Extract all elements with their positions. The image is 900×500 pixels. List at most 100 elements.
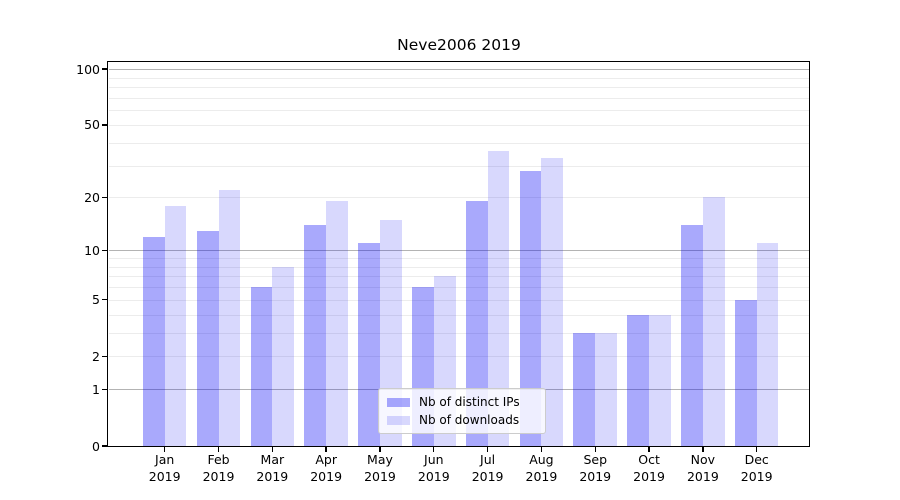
x-tick-year: 2019 — [256, 468, 289, 484]
bar-distinct-ips — [519, 171, 542, 446]
x-axis-tick-label: Jan 2019 — [137, 452, 193, 485]
grid-line-minor — [109, 314, 809, 316]
bar-distinct-ips — [304, 224, 327, 446]
y-axis-tick-label: 1 — [92, 381, 100, 397]
y-axis-tick — [102, 388, 107, 391]
bar-distinct-ips — [573, 332, 596, 446]
bar-distinct-ips — [465, 201, 488, 446]
bar-downloads — [541, 158, 564, 446]
y-axis-tick-label: 2 — [92, 348, 100, 364]
y-axis-tick — [102, 249, 107, 251]
grid-line-minor — [109, 87, 809, 89]
grid-line-minor — [109, 142, 809, 144]
x-axis-tick — [755, 447, 758, 452]
bar-distinct-ips — [627, 314, 650, 446]
grid-line-minor — [109, 332, 809, 334]
y-axis-tick-label: 10 — [84, 242, 100, 258]
legend-swatch-downloads — [387, 415, 410, 425]
x-axis-tick-label: Nov 2019 — [675, 452, 731, 485]
grid-line-minor — [109, 287, 809, 289]
bar-distinct-ips — [196, 230, 219, 446]
grid-line-minor — [109, 266, 809, 268]
x-tick-month: Nov — [690, 452, 716, 467]
y-axis-tick-label: 50 — [84, 117, 100, 133]
x-axis-tick — [540, 447, 543, 452]
bar-downloads — [756, 243, 779, 446]
grid-line-minor — [109, 299, 809, 301]
legend-label-distinct-ips: Nb of distinct IPs — [419, 395, 520, 409]
x-axis-tick — [379, 447, 381, 452]
y-axis-tick — [102, 196, 107, 199]
legend-swatch-distinct-ips — [387, 397, 410, 407]
bar-distinct-ips — [734, 299, 757, 446]
y-axis-tick-label: 20 — [84, 189, 100, 205]
bar-downloads — [218, 189, 241, 446]
x-axis-tick-label: Dec 2019 — [729, 452, 785, 485]
x-axis-tick-label: Jun 2019 — [406, 452, 462, 485]
grid-line-minor — [109, 276, 809, 278]
x-tick-month: Feb — [207, 452, 230, 467]
x-axis-tick — [325, 447, 327, 452]
legend: Nb of distinct IPs Nb of downloads — [378, 388, 546, 434]
grid-line-major — [109, 69, 809, 71]
x-axis-tick — [486, 447, 489, 452]
x-tick-month: Jul — [480, 452, 496, 467]
x-axis-tick — [594, 447, 596, 452]
bar-distinct-ips — [142, 236, 165, 446]
x-axis-tick — [271, 447, 274, 452]
x-axis-tick-label: May 2019 — [352, 452, 408, 485]
x-tick-month: Oct — [638, 452, 660, 467]
grid-line-major — [109, 250, 809, 252]
x-tick-year: 2019 — [202, 468, 235, 484]
grid-line-minor — [109, 77, 809, 79]
x-tick-month: May — [367, 452, 393, 467]
x-axis-tick-label: Sep 2019 — [567, 452, 623, 485]
y-axis-tick — [102, 124, 107, 126]
y-axis-tick — [102, 445, 107, 447]
bar-distinct-ips — [681, 224, 703, 446]
bar-downloads — [164, 205, 187, 446]
x-tick-year: 2019 — [740, 468, 773, 484]
grid-line-minor — [109, 356, 809, 358]
x-axis-tick — [702, 447, 704, 452]
x-axis-tick — [217, 447, 220, 452]
grid-line-minor — [109, 124, 809, 126]
x-tick-year: 2019 — [686, 468, 719, 484]
legend-item-downloads: Nb of downloads — [387, 413, 545, 427]
x-tick-year: 2019 — [417, 468, 450, 484]
bar-downloads — [272, 266, 295, 446]
grid-line-minor — [109, 97, 809, 99]
bar-downloads — [595, 332, 618, 446]
x-tick-month: Apr — [315, 452, 337, 467]
grid-line-minor — [109, 165, 809, 167]
y-axis-tick — [102, 68, 107, 70]
x-tick-month: Aug — [529, 452, 554, 467]
x-tick-year: 2019 — [525, 468, 558, 484]
x-tick-year: 2019 — [364, 468, 396, 484]
bar-downloads — [326, 201, 348, 446]
grid-line-minor — [109, 110, 809, 112]
y-axis-tick — [102, 299, 107, 301]
x-axis-tick-label: Apr 2019 — [298, 452, 354, 485]
y-axis-tick-label: 0 — [92, 438, 100, 454]
x-tick-year: 2019 — [310, 468, 343, 484]
bar-downloads — [649, 314, 671, 446]
x-axis-tick — [648, 447, 650, 452]
bar-downloads — [702, 197, 725, 446]
x-axis-tick-label: Jul 2019 — [460, 452, 516, 485]
x-axis-tick-label: Feb 2019 — [191, 452, 247, 485]
x-axis-tick-label: Aug 2019 — [513, 452, 569, 485]
x-axis-tick-label: Oct 2019 — [621, 452, 677, 485]
bar-distinct-ips — [250, 287, 273, 446]
y-axis-tick — [102, 355, 107, 357]
chart-title: Neve2006 2019 — [397, 36, 521, 54]
y-axis-tick-label: 5 — [92, 292, 100, 308]
x-tick-month: Mar — [260, 452, 285, 467]
bar-distinct-ips — [358, 243, 380, 446]
legend-label-downloads: Nb of downloads — [419, 413, 520, 427]
x-tick-year: 2019 — [148, 468, 181, 484]
x-tick-year: 2019 — [471, 468, 504, 484]
x-tick-month: Dec — [744, 452, 769, 467]
x-tick-year: 2019 — [633, 468, 665, 484]
